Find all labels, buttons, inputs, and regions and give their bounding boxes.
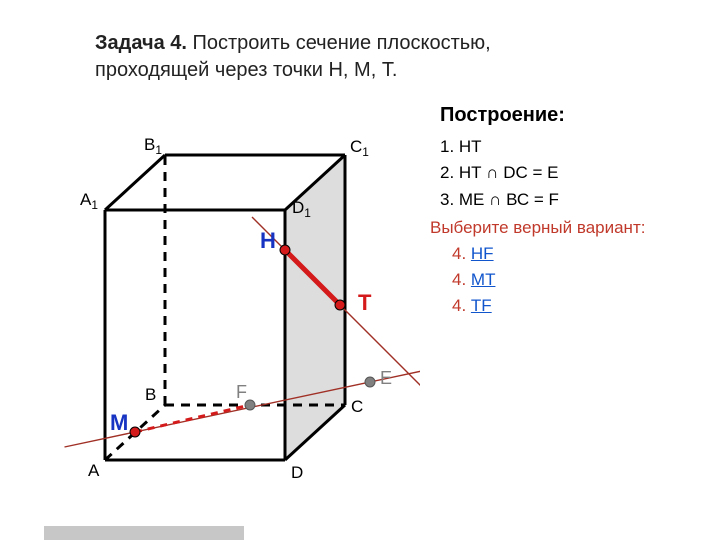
svg-text:В1: В1 [144, 135, 162, 157]
svg-text:В: В [145, 385, 156, 404]
option-2-num: 4. [452, 270, 471, 289]
problem-title: Задача 4. Построить сечение плоскостью, … [95, 30, 615, 84]
option-1-link[interactable]: НF [471, 244, 494, 263]
svg-text:А1: А1 [80, 190, 98, 212]
option-2-link[interactable]: МТ [471, 270, 496, 289]
svg-text:E: E [380, 368, 392, 388]
construction-header: Построение: [440, 104, 565, 127]
title-rest: Построить сечение плоскостью, [187, 32, 491, 54]
svg-text:М: М [110, 410, 128, 435]
option-3-link[interactable]: ТF [471, 296, 492, 315]
diagram-area: АDВСА1D1В1С1НТМEF [60, 120, 420, 520]
title-line2: проходящей через точки Н, М, Т. [95, 59, 397, 81]
step-2: 2. НТ ∩ DС = E [440, 160, 559, 186]
prism-diagram: АDВСА1D1В1С1НТМEF [60, 120, 420, 520]
svg-text:Н: Н [260, 228, 276, 253]
step-3: 3. ME ∩ ВС = F [440, 187, 559, 213]
svg-text:F: F [236, 382, 247, 402]
option-3-num: 4. [452, 296, 471, 315]
option-2[interactable]: 4. МТ [452, 270, 495, 290]
svg-text:А: А [88, 461, 100, 480]
step-1: 1. НТ [440, 134, 559, 160]
svg-text:С1: С1 [350, 137, 369, 159]
option-1[interactable]: 4. НF [452, 244, 494, 264]
footer-bar [44, 526, 244, 540]
choose-caption: Выберите верный вариант: [430, 218, 645, 238]
svg-text:С: С [351, 397, 363, 416]
svg-text:D: D [291, 463, 303, 482]
construction-steps: 1. НТ 2. НТ ∩ DС = E 3. ME ∩ ВС = F [440, 134, 559, 213]
option-3[interactable]: 4. ТF [452, 296, 492, 316]
svg-text:Т: Т [358, 290, 372, 315]
title-bold: Задача 4. [95, 32, 187, 54]
option-1-num: 4. [452, 244, 471, 263]
